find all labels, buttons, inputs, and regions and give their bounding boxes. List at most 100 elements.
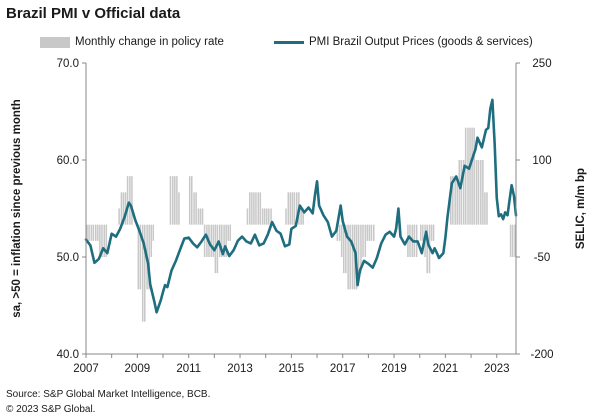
policy-rate-bar (287, 192, 290, 225)
x-tick-label: 2023 (484, 363, 510, 375)
policy-rate-bar (139, 224, 142, 290)
policy-rate-bar (456, 176, 458, 225)
y-left-tick-label: 40.0 (57, 349, 79, 361)
policy-rate-bar (188, 176, 191, 225)
policy-rate-bar (195, 192, 197, 225)
policy-rate-bar (484, 192, 486, 225)
policy-rate-bar (477, 160, 480, 225)
policy-rate-bar (94, 224, 97, 241)
policy-rate-bar (409, 224, 411, 257)
policy-rate-bar (467, 127, 469, 225)
policy-rate-bar (368, 224, 371, 241)
policy-rate-bar (360, 224, 362, 274)
policy-rate-bar (336, 224, 339, 241)
policy-rate-bar (509, 224, 512, 257)
x-tick-label: 2021 (433, 363, 459, 375)
line-layer (84, 98, 518, 314)
policy-rate-bar (268, 208, 270, 225)
policy-rate-bar (462, 160, 465, 225)
policy-rate-bar (255, 192, 257, 225)
policy-rate-bar (373, 224, 375, 241)
policy-rate-bar (351, 224, 354, 290)
x-tick-label: 2015 (279, 363, 305, 375)
policy-rate-bar (169, 176, 172, 225)
policy-rate-bar (86, 224, 88, 241)
policy-rate-bar (97, 224, 99, 241)
policy-rate-bar (419, 224, 422, 241)
policy-rate-bar (511, 224, 514, 257)
policy-rate-bar (349, 224, 351, 290)
policy-rate-bar (345, 224, 347, 274)
y-left-tick-label: 50.0 (57, 252, 79, 264)
policy-rate-bar (225, 224, 227, 257)
policy-rate-bar (293, 192, 296, 225)
policy-rate-bar (482, 160, 484, 225)
policy-rate-bar (152, 224, 155, 241)
policy-rate-bar (469, 127, 471, 225)
policy-rate-bar (221, 224, 223, 257)
policy-rate-bar (270, 208, 272, 225)
policy-rate-bar (338, 224, 341, 241)
policy-rate-bar (249, 192, 251, 225)
legend-label-output-prices: PMI Brazil Output Prices (goods & servic… (309, 36, 533, 48)
policy-rate-bar (302, 208, 304, 225)
policy-rate-bar (103, 224, 105, 257)
policy-rate-bar (291, 192, 294, 225)
policy-rate-bar (452, 176, 454, 225)
policy-rate-bar (480, 160, 482, 225)
policy-rate-bar (257, 192, 260, 225)
policy-rate-bar (201, 208, 204, 225)
policy-rate-bar (90, 224, 93, 241)
legend-label-policy-rate: Monthly change in policy rate (75, 36, 224, 48)
policy-rate-bar (197, 208, 200, 225)
policy-rate-bar (193, 192, 195, 225)
policy-rate-bar (118, 208, 120, 225)
policy-rate-bar (473, 127, 475, 225)
policy-rate-bar (105, 224, 108, 257)
policy-rate-bar (366, 224, 369, 241)
legend-item-policy-rate: Monthly change in policy rate (40, 36, 224, 48)
policy-rate-bar (199, 208, 202, 225)
policy-rate-bar (174, 176, 176, 225)
source-note: Source: S&P Global Market Intelligence, … (6, 389, 211, 400)
policy-rate-bar (227, 224, 229, 241)
policy-rate-bar (148, 224, 150, 290)
policy-rate-bar (92, 224, 95, 241)
policy-rate-bar (253, 192, 255, 225)
policy-rate-bar (458, 160, 461, 225)
y-axis-left-title: sa, >50 = inflation since previous month (11, 99, 23, 318)
policy-rate-bar (370, 224, 373, 241)
policy-rate-bar (212, 224, 215, 257)
policy-rate-bar (216, 224, 219, 274)
policy-rate-bar (362, 224, 364, 257)
x-tick-label: 2013 (227, 363, 253, 375)
bars-layer (86, 127, 516, 322)
y-axis-right-title: SELIC, m/m bp (575, 168, 587, 249)
policy-rate-bar (422, 224, 424, 241)
policy-rate-bar (144, 224, 146, 322)
y-right-tick-label: 100 (532, 155, 551, 167)
policy-rate-bar (131, 176, 133, 225)
policy-rate-bar (261, 208, 264, 225)
policy-rate-bar (514, 224, 516, 257)
policy-rate-bar (223, 224, 225, 257)
policy-rate-bar (295, 192, 298, 225)
policy-rate-bar (124, 192, 127, 225)
policy-rate-bar (263, 208, 266, 225)
policy-rate-bar (246, 208, 249, 225)
policy-rate-bar (475, 160, 478, 225)
policy-rate-bar (289, 192, 292, 225)
policy-rate-bar (300, 208, 302, 225)
policy-rate-bar (172, 176, 174, 225)
policy-rate-bar (99, 224, 101, 257)
policy-rate-bar (137, 224, 140, 290)
policy-rate-bar (129, 176, 131, 225)
y-left-tick-label: 70.0 (57, 58, 79, 70)
y-left-tick-label: 60.0 (57, 155, 79, 167)
axes-layer: 40.0 50.0 60.0 70.0 -200 -50 100 250 2007 2009 201… (11, 58, 587, 375)
policy-rate-bar (122, 192, 125, 225)
legend-bar-swatch (40, 36, 70, 48)
policy-rate-bar (285, 208, 287, 225)
policy-rate-bar (357, 224, 360, 274)
